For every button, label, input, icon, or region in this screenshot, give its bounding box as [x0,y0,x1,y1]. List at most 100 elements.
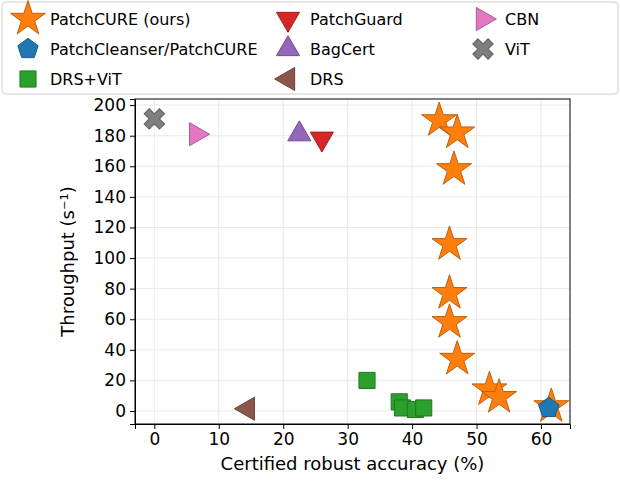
legend-swatch [276,12,299,32]
point [482,379,517,412]
tick-label: 120 [94,217,126,237]
tick: 30 [337,424,359,449]
tick: 50 [466,424,488,449]
tick-mark [130,105,135,106]
legend-label: PatchGuard [310,10,403,29]
tick-label: 160 [94,156,126,176]
point [310,132,333,152]
grid-line [135,166,570,167]
grid-line [154,99,155,424]
tick-label: 40 [402,429,424,449]
tick-mark [130,380,135,381]
point [440,114,475,147]
point [534,388,569,421]
legend-label: ViT [505,40,530,59]
grid-line [135,105,570,106]
grid-line [135,380,570,381]
point [416,400,432,416]
tick-label: 20 [273,429,295,449]
tick-label: 140 [94,187,126,207]
legend-label: DRS [310,70,344,89]
grid-line [347,99,348,424]
tick-label: 180 [94,126,126,146]
tick: 0 [115,401,135,421]
tick-label: 10 [208,429,230,449]
point [440,341,475,374]
tick-mark [130,411,135,412]
grid-line [135,319,570,320]
legend-label: PatchCURE (ours) [50,10,190,29]
grid [135,99,570,424]
point [437,151,472,184]
points [139,102,569,421]
tick-mark [130,289,135,290]
legend-swatch [18,38,38,57]
chart: 0 10 20 30 40 50 60 0 20 40 60 80 100 120 140 160 180 200… [0,0,620,482]
tick: 100 [94,248,135,268]
x-axis-title: Certified robust accuracy (%) [221,453,485,474]
tick: 140 [94,187,135,207]
tick-label: 80 [104,279,126,299]
tick: 10 [208,424,230,449]
grid-line [135,196,570,197]
tick: 40 [402,424,424,449]
grid-line [135,258,570,259]
point [139,104,170,135]
grid-line [135,227,570,228]
tick-label: 60 [531,429,553,449]
legend-swatch [11,1,46,34]
point [234,397,254,420]
tick-mark [130,166,135,167]
tick: 200 [94,95,135,115]
tick: 120 [94,217,135,237]
tick: 180 [94,126,135,146]
grid-line [135,288,570,289]
grid-line [412,99,413,424]
legend-box [2,2,618,94]
tick: 20 [104,370,135,390]
grid-line [135,349,570,350]
grid-line [476,99,477,424]
tick-mark [130,136,135,137]
tick-mark [130,258,135,259]
tick-label: 100 [94,248,126,268]
grid-line [135,411,570,412]
tick: 160 [94,156,135,176]
tick-label: 50 [466,429,488,449]
point [288,121,311,141]
legend-label: PatchCleanser/PatchCURE [50,40,258,59]
tick-mark [130,319,135,320]
tick-mark [130,350,135,351]
legend-label: BagCert [310,40,375,59]
tick-mark [130,197,135,198]
tick-label: 30 [337,429,359,449]
tick-label: 20 [104,370,126,390]
point [432,226,467,259]
tick: 40 [104,340,135,360]
legend: PatchCURE (ours) PatchCleanser/PatchCURE D… [2,1,618,94]
point [359,372,375,388]
grid-line [283,99,284,424]
tick: 20 [273,424,295,449]
tick-mark [130,227,135,228]
tick: 60 [531,424,553,449]
legend-label: DRS+ViT [50,70,122,89]
tick-label: 0 [115,401,126,421]
tick-label: 200 [94,95,126,115]
grid-line [541,99,542,424]
y-axis: 0 20 40 60 80 100 120 140 160 180 200 [94,95,136,424]
legend-swatch [275,67,295,90]
grid-line [218,99,219,424]
y-axis-title: Throughput (s⁻¹) [57,186,78,337]
legend-swatch [468,34,499,65]
tick: 0 [149,424,160,449]
tick-label: 40 [104,340,126,360]
point [190,123,210,146]
tick: 80 [104,279,135,299]
tick-label: 60 [104,309,126,329]
plot-frame [135,99,570,424]
x-axis: 0 10 20 30 40 50 60 [136,424,571,449]
legend-swatch [476,7,496,30]
legend-swatch [20,71,36,87]
tick-label: 0 [149,429,160,449]
